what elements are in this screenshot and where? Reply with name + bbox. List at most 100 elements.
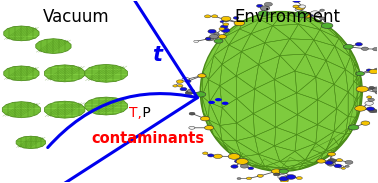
Circle shape bbox=[257, 4, 263, 8]
Circle shape bbox=[187, 89, 195, 93]
Circle shape bbox=[286, 175, 296, 179]
Circle shape bbox=[231, 165, 238, 168]
Circle shape bbox=[221, 28, 230, 33]
Circle shape bbox=[279, 169, 288, 174]
Circle shape bbox=[320, 17, 325, 20]
Ellipse shape bbox=[200, 12, 362, 171]
Circle shape bbox=[343, 44, 353, 49]
Circle shape bbox=[237, 178, 241, 180]
Circle shape bbox=[194, 40, 198, 42]
Circle shape bbox=[228, 154, 240, 159]
Circle shape bbox=[299, 5, 306, 8]
Text: P: P bbox=[138, 106, 151, 120]
Circle shape bbox=[366, 69, 372, 72]
Circle shape bbox=[234, 160, 240, 163]
Circle shape bbox=[369, 109, 377, 113]
Circle shape bbox=[209, 34, 218, 39]
Text: Vacuum: Vacuum bbox=[43, 8, 109, 26]
Circle shape bbox=[248, 167, 254, 170]
Circle shape bbox=[264, 2, 273, 6]
Circle shape bbox=[177, 80, 183, 83]
Circle shape bbox=[356, 72, 364, 76]
Circle shape bbox=[220, 21, 224, 23]
Circle shape bbox=[273, 173, 279, 176]
Polygon shape bbox=[4, 26, 39, 41]
Circle shape bbox=[279, 176, 288, 181]
Circle shape bbox=[223, 23, 229, 26]
Circle shape bbox=[208, 101, 215, 104]
Circle shape bbox=[178, 84, 183, 87]
Circle shape bbox=[293, 5, 299, 8]
Circle shape bbox=[200, 116, 210, 121]
Circle shape bbox=[208, 154, 214, 157]
Polygon shape bbox=[16, 136, 45, 149]
Circle shape bbox=[361, 47, 369, 50]
Circle shape bbox=[367, 107, 375, 111]
Circle shape bbox=[185, 91, 193, 95]
Circle shape bbox=[246, 177, 252, 180]
Polygon shape bbox=[45, 101, 85, 118]
Circle shape bbox=[341, 167, 345, 169]
Circle shape bbox=[233, 17, 239, 19]
Circle shape bbox=[280, 178, 288, 182]
Circle shape bbox=[345, 165, 349, 167]
Polygon shape bbox=[36, 39, 71, 53]
Circle shape bbox=[180, 87, 187, 91]
Polygon shape bbox=[2, 102, 40, 118]
Circle shape bbox=[222, 102, 229, 105]
Text: t: t bbox=[152, 45, 162, 65]
Circle shape bbox=[182, 77, 190, 81]
Polygon shape bbox=[85, 97, 127, 115]
Circle shape bbox=[365, 101, 373, 105]
Circle shape bbox=[361, 121, 370, 125]
Circle shape bbox=[189, 112, 195, 115]
Circle shape bbox=[205, 37, 214, 41]
Circle shape bbox=[345, 160, 353, 164]
Circle shape bbox=[240, 164, 248, 168]
Circle shape bbox=[208, 29, 216, 33]
Text: Environment: Environment bbox=[234, 8, 340, 26]
Circle shape bbox=[278, 175, 287, 179]
Circle shape bbox=[214, 39, 223, 43]
Circle shape bbox=[198, 74, 206, 78]
Circle shape bbox=[338, 165, 344, 168]
Circle shape bbox=[303, 14, 311, 18]
Text: T,: T, bbox=[129, 106, 142, 120]
Circle shape bbox=[355, 106, 366, 111]
Circle shape bbox=[222, 18, 229, 22]
Circle shape bbox=[321, 23, 333, 28]
Circle shape bbox=[308, 14, 313, 17]
Circle shape bbox=[317, 159, 325, 163]
FancyArrowPatch shape bbox=[48, 0, 197, 183]
Polygon shape bbox=[85, 64, 127, 82]
Circle shape bbox=[236, 158, 248, 164]
Circle shape bbox=[320, 9, 324, 11]
Circle shape bbox=[220, 25, 228, 29]
Circle shape bbox=[375, 92, 378, 94]
Circle shape bbox=[195, 92, 206, 97]
Circle shape bbox=[203, 152, 208, 155]
Circle shape bbox=[328, 159, 336, 163]
Text: contaminants: contaminants bbox=[91, 131, 204, 146]
Circle shape bbox=[257, 174, 263, 177]
Circle shape bbox=[221, 16, 231, 21]
Circle shape bbox=[213, 154, 222, 158]
Polygon shape bbox=[45, 65, 85, 82]
Circle shape bbox=[271, 169, 281, 174]
Circle shape bbox=[212, 15, 218, 18]
Circle shape bbox=[296, 5, 305, 10]
Circle shape bbox=[206, 38, 211, 40]
Circle shape bbox=[214, 33, 219, 35]
Polygon shape bbox=[4, 66, 39, 81]
Circle shape bbox=[260, 6, 270, 10]
Circle shape bbox=[258, 11, 270, 16]
Circle shape bbox=[234, 20, 245, 26]
Circle shape bbox=[356, 86, 368, 92]
Circle shape bbox=[373, 47, 378, 51]
Circle shape bbox=[328, 152, 336, 156]
Circle shape bbox=[219, 27, 225, 30]
Circle shape bbox=[218, 35, 226, 39]
Circle shape bbox=[204, 126, 214, 130]
Circle shape bbox=[367, 96, 372, 98]
Circle shape bbox=[348, 125, 359, 130]
